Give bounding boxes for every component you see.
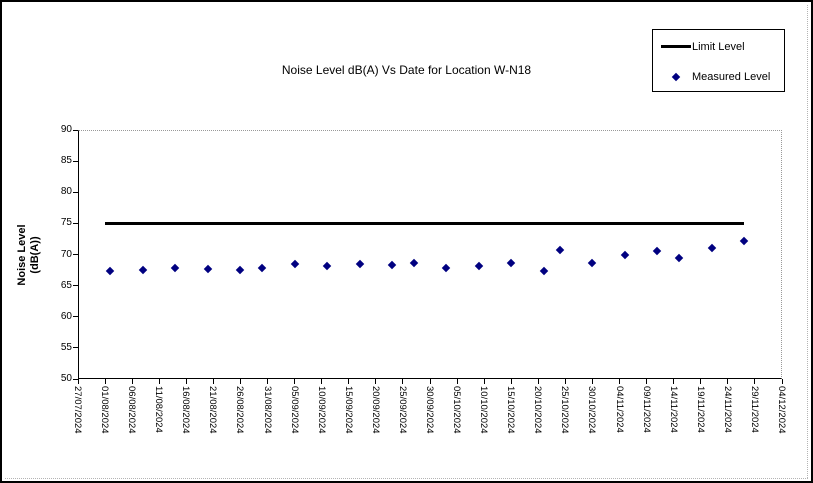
y-axis-title: Noise Level (dB(A)) [16, 190, 42, 320]
x-axis-tick [267, 379, 269, 384]
y-axis-tick-label: 70 [60, 248, 72, 260]
x-axis-tick [294, 379, 296, 384]
y-axis-tick-label: 50 [60, 373, 72, 384]
x-axis-tick [348, 379, 350, 384]
x-axis-tick-label: 10/10/2024 [478, 386, 490, 434]
x-axis-tick [700, 379, 702, 384]
x-axis-tick-label: 04/12/2024 [776, 386, 787, 434]
y-axis-tick [73, 285, 78, 287]
x-axis-tick-label: 24/11/2024 [721, 386, 733, 433]
x-axis-tick-label: 29/11/2024 [748, 386, 760, 433]
x-axis-tick [483, 379, 485, 384]
chart-object-border-right [807, 5, 808, 478]
x-axis-tick [456, 379, 458, 384]
limit-level-line [105, 221, 745, 225]
x-axis-tick-label: 01/08/2024 [99, 386, 111, 434]
x-axis-tick-label: 06/08/2024 [126, 386, 138, 434]
x-axis-tick-label: 31/08/2024 [261, 386, 273, 434]
x-axis-tick-label: 15/10/2024 [505, 386, 517, 434]
y-axis-tick [73, 347, 78, 349]
x-axis-tick [212, 379, 214, 384]
legend-item-measured-level: Measured Level [653, 61, 784, 92]
x-axis-tick-label: 20/10/2024 [532, 386, 544, 434]
x-axis-tick-label: 05/10/2024 [451, 386, 463, 434]
x-axis-tick [781, 379, 783, 384]
x-axis-tick-label: 27/07/2024 [72, 386, 83, 434]
x-axis-tick-label: 05/09/2024 [288, 386, 300, 434]
x-axis-tick [754, 379, 756, 384]
x-axis-tick [646, 379, 648, 384]
x-axis-tick [375, 379, 377, 384]
y-axis-tick-label: 75 [60, 217, 72, 229]
y-axis-tick-label: 55 [60, 341, 72, 353]
legend-label-measured-level: Measured Level [692, 70, 771, 83]
y-axis-tick [73, 378, 78, 380]
x-axis-tick-label: 15/09/2024 [342, 386, 354, 434]
x-axis-tick [158, 379, 160, 384]
x-axis-tick [727, 379, 729, 384]
chart-title: Noise Level dB(A) Vs Date for Location W… [281, 63, 532, 77]
y-axis-tick [73, 316, 78, 318]
x-axis-tick [104, 379, 106, 384]
legend-swatch-area [661, 45, 691, 48]
x-axis-tick [673, 379, 675, 384]
legend-label-limit-level: Limit Level [692, 40, 745, 53]
x-axis-tick-label: 26/08/2024 [234, 386, 246, 434]
x-axis-tick-label: 30/09/2024 [424, 386, 435, 434]
x-axis-tick-label: 21/08/2024 [207, 386, 219, 434]
x-axis-tick-label: 14/11/2024 [667, 386, 679, 433]
x-axis-tick-label: 19/11/2024 [694, 386, 706, 433]
plot-area [78, 130, 782, 379]
x-axis-tick [429, 379, 431, 384]
y-axis-tick-label: 85 [60, 155, 72, 167]
x-axis-tick-label: 20/09/2024 [369, 386, 381, 434]
y-axis-title-line1: Noise Level [16, 224, 28, 286]
x-axis-tick [77, 379, 79, 384]
x-axis-tick [537, 379, 539, 384]
x-axis-tick [321, 379, 323, 384]
x-axis-tick [131, 379, 133, 384]
x-axis-tick [239, 379, 241, 384]
x-axis-tick-label: 30/10/2024 [586, 386, 598, 434]
y-axis-tick-label: 90 [60, 124, 72, 135]
x-axis-tick [510, 379, 512, 384]
y-axis-tick [73, 129, 78, 131]
x-axis-tick-label: 25/10/2024 [559, 386, 571, 434]
y-axis-tick [73, 191, 78, 193]
limit-line-swatch [661, 45, 691, 48]
y-axis-tick [73, 254, 78, 255]
x-axis-tick-label: 10/09/2024 [315, 386, 327, 434]
y-axis-tick-label: 80 [60, 186, 72, 198]
x-axis-tick-label: 25/09/2024 [396, 386, 408, 434]
x-axis-tick-label: 16/08/2024 [180, 386, 192, 434]
x-axis-tick [591, 379, 593, 384]
legend-swatch-area [661, 72, 691, 81]
y-axis-tick-label: 65 [60, 279, 72, 291]
x-axis-tick [619, 379, 621, 384]
y-axis-tick [73, 222, 78, 224]
legend: Limit Level Measured Level [652, 29, 785, 92]
x-axis-tick-label: 04/11/2024 [613, 386, 625, 433]
legend-item-limit-level: Limit Level [653, 31, 784, 62]
x-axis-tick-label: 11/08/2024 [153, 386, 165, 433]
x-axis-tick-label: 09/11/2024 [640, 386, 652, 433]
y-axis-tick [73, 160, 78, 162]
x-axis-tick [185, 379, 187, 384]
x-axis-tick [402, 379, 404, 384]
chart-object-border-bottom [5, 478, 808, 479]
y-axis-tick-label: 60 [60, 310, 72, 322]
diamond-marker-icon [671, 72, 681, 81]
x-axis-tick [564, 379, 566, 384]
